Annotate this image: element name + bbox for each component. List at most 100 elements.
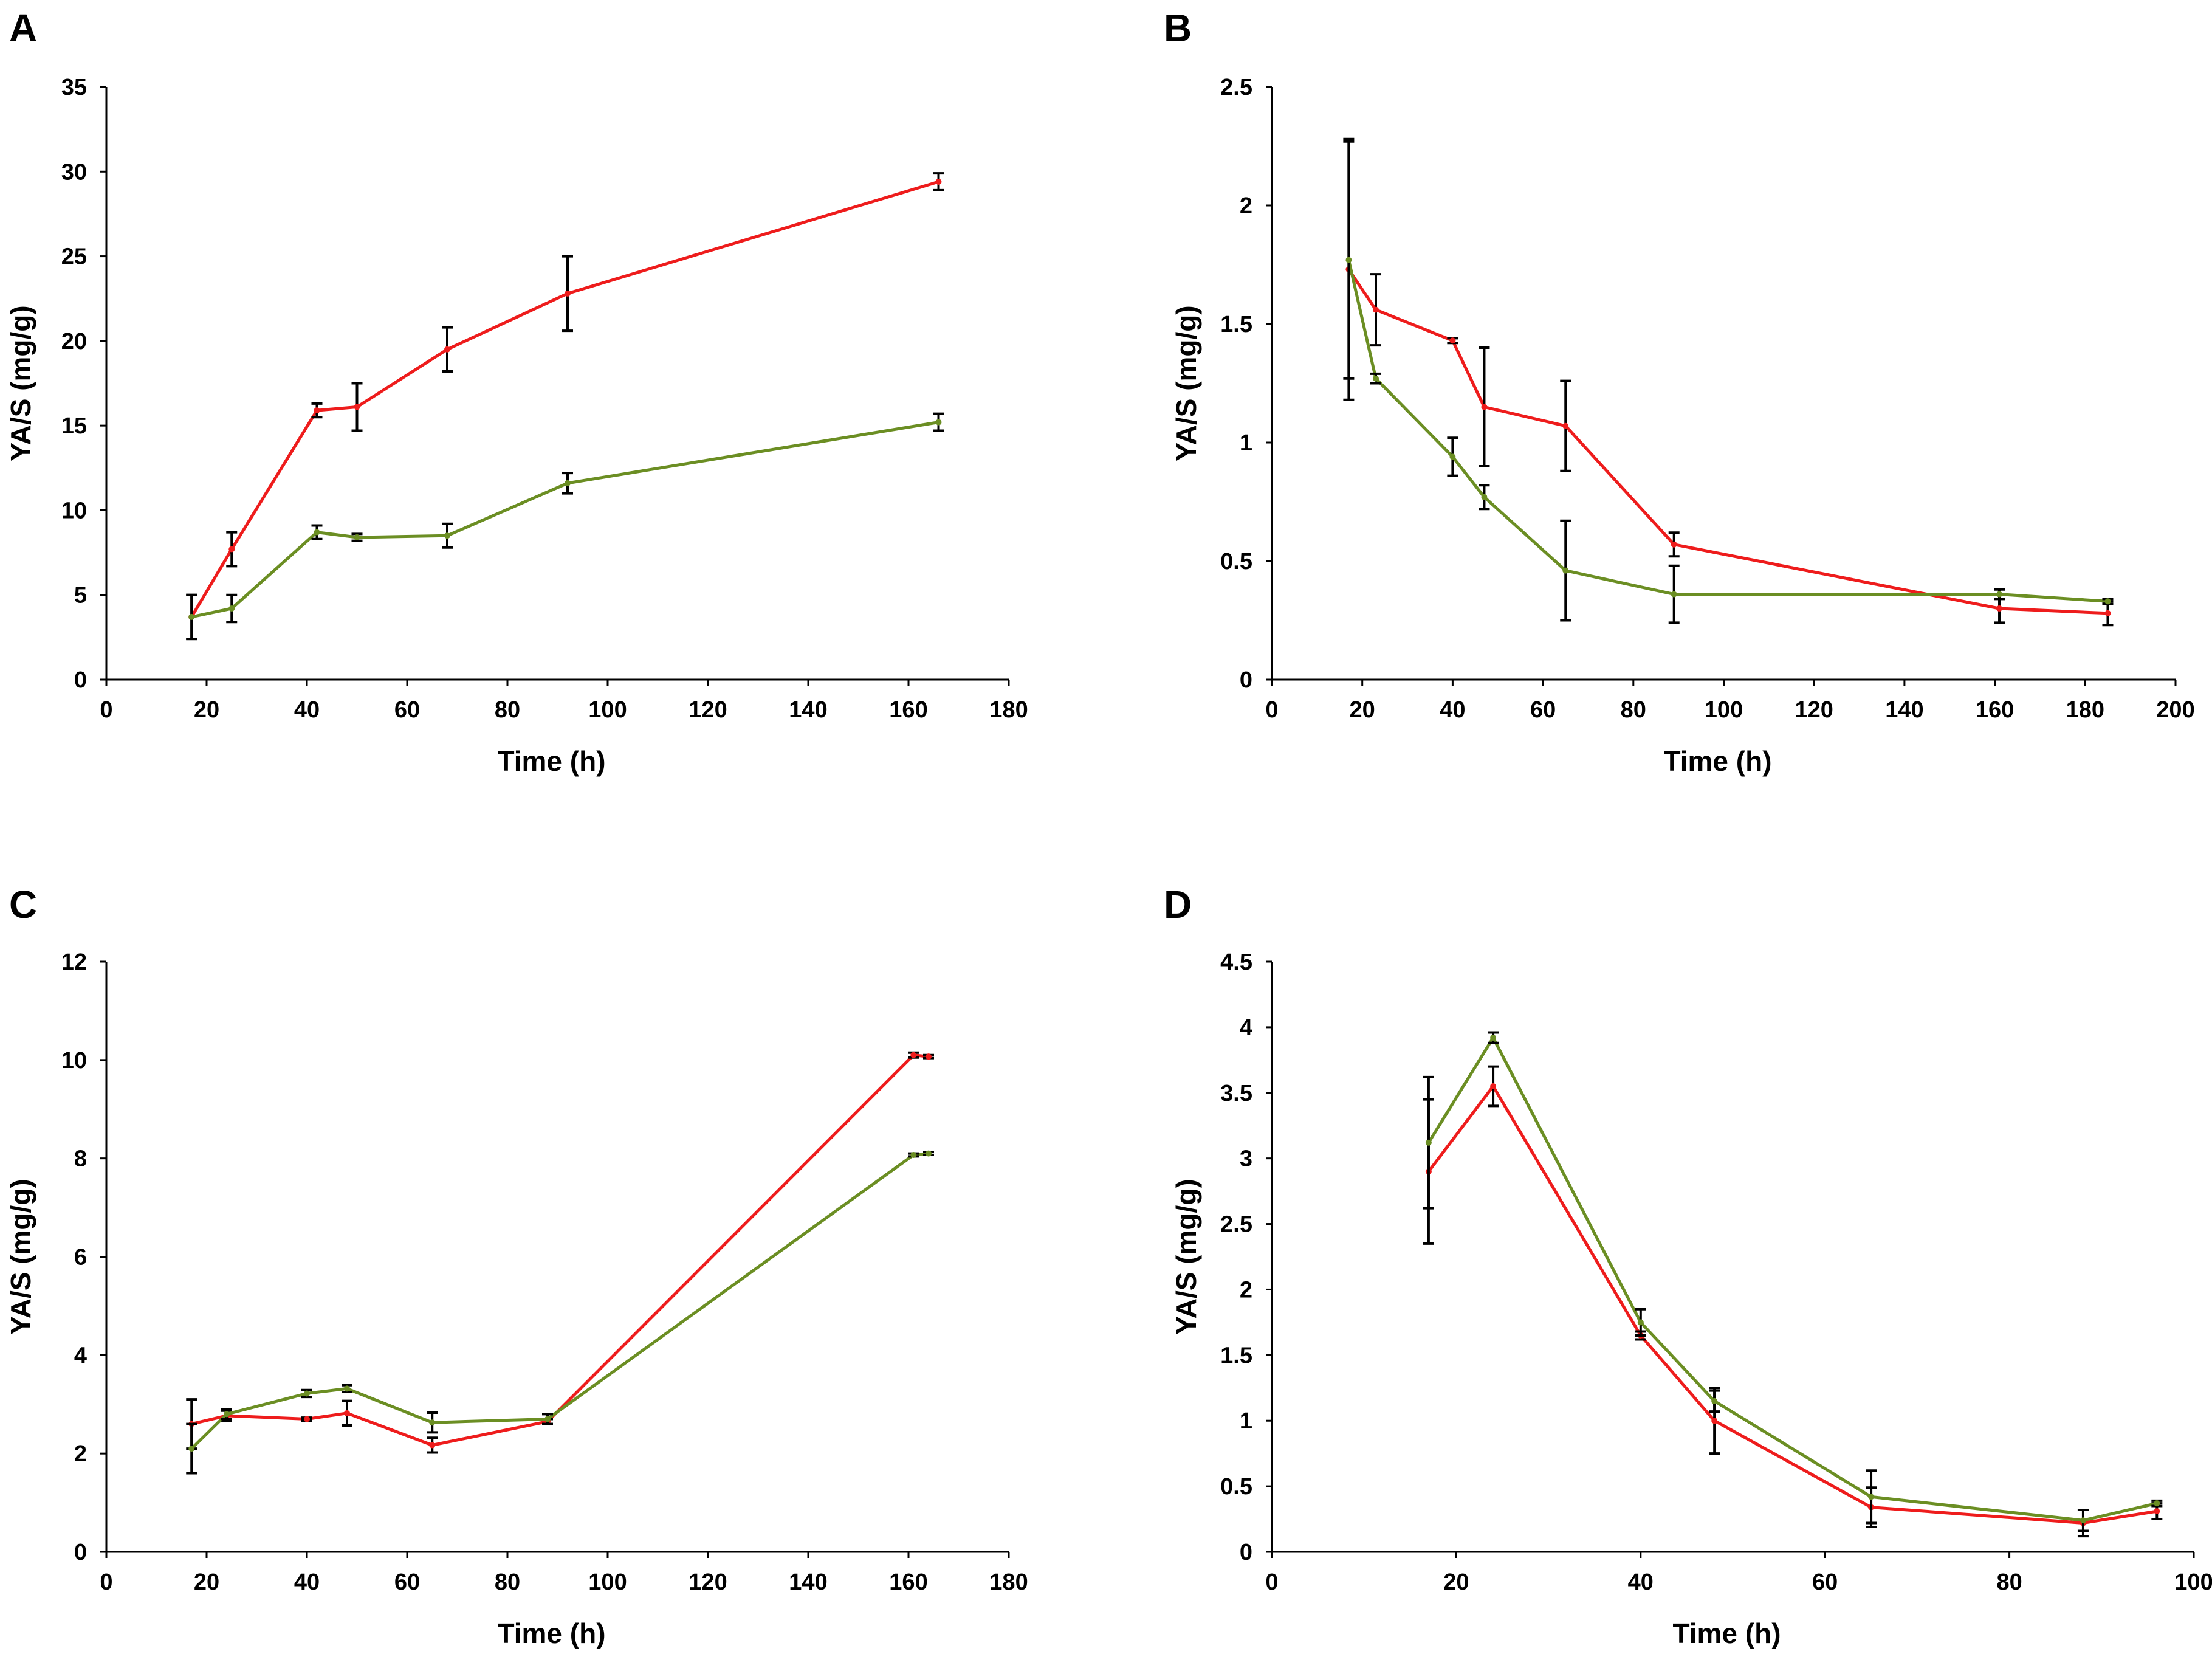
x-axis-title: Time (h) — [497, 745, 605, 777]
data-point — [926, 1150, 932, 1157]
x-tick-label: 60 — [1812, 1570, 1838, 1595]
series-line-green — [191, 421, 939, 619]
y-tick-label: 4 — [1240, 1015, 1252, 1041]
panel-label: A — [9, 6, 37, 50]
x-tick-label: 120 — [689, 1570, 727, 1595]
y-tick-label: 30 — [61, 159, 87, 185]
x-tick-label: 120 — [689, 697, 727, 723]
x-tick-label: 140 — [789, 1570, 827, 1595]
y-tick-label: 0 — [74, 667, 87, 693]
chart-panel-b: B 0 20 40 60 80 100 120 140 160 180 200 0 0.5 1 1.5 2 2.5… — [1164, 6, 2195, 777]
x-tick-label: 20 — [1443, 1570, 1469, 1595]
x-tick-label: 20 — [194, 1570, 219, 1595]
data-point — [1373, 306, 1379, 313]
y-tick-label: 35 — [61, 75, 87, 100]
y-tick-label: 2 — [1240, 1277, 1252, 1303]
y-tick-label: 4 — [74, 1343, 87, 1368]
data-point — [1637, 1319, 1644, 1326]
data-point — [444, 346, 450, 353]
y-tick-label: 10 — [61, 1048, 87, 1073]
x-tick-label: 40 — [1440, 697, 1465, 723]
data-point — [429, 1419, 436, 1426]
series-green — [1423, 1031, 2163, 1532]
x-tick-label: 140 — [789, 697, 827, 723]
panel-label: D — [1164, 883, 1192, 926]
data-point — [188, 1446, 195, 1452]
data-point — [304, 1416, 310, 1422]
x-tick-label: 40 — [294, 697, 320, 723]
data-point — [429, 1442, 436, 1449]
series-line-red — [1427, 1084, 2157, 1525]
data-point — [2104, 610, 2111, 616]
series-red — [186, 172, 944, 641]
series-line-red — [1347, 268, 2108, 615]
series-red — [186, 1051, 934, 1454]
x-axis-title: Time (h) — [1672, 1618, 1781, 1649]
x-tick-label: 60 — [1530, 697, 1556, 723]
x-tick-label: 100 — [588, 1570, 627, 1595]
y-tick-label: 25 — [61, 244, 87, 270]
y-tick-label: 2 — [1240, 193, 1252, 219]
y-tick-label: 1 — [1240, 430, 1252, 456]
series-line-red — [190, 180, 939, 618]
data-point — [2080, 1517, 2086, 1524]
data-point — [1481, 404, 1488, 410]
x-tick-label: 80 — [1996, 1570, 2022, 1595]
y-tick-label: 15 — [61, 413, 87, 439]
x-tick-label: 0 — [1265, 697, 1278, 723]
y-tick-label: 3 — [1240, 1146, 1252, 1172]
x-tick-label: 20 — [194, 697, 219, 723]
series-green — [1343, 140, 2114, 624]
x-tick-label: 160 — [889, 697, 927, 723]
data-point — [224, 1411, 230, 1418]
y-tick-label: 0 — [74, 1540, 87, 1565]
data-point — [1868, 1494, 1875, 1500]
data-point — [1345, 257, 1352, 263]
y-tick-label: 0.5 — [1220, 1474, 1252, 1500]
x-axis-title: Time (h) — [1663, 745, 1771, 777]
series-line-green — [1347, 260, 2108, 603]
data-point — [1996, 591, 2003, 598]
series-line-red — [191, 1053, 929, 1447]
data-point — [354, 534, 360, 540]
y-tick-label: 5 — [74, 583, 87, 608]
data-point — [2104, 598, 2111, 605]
series-red — [1423, 1065, 2163, 1538]
x-tick-label: 200 — [2156, 697, 2194, 723]
x-tick-label: 160 — [1976, 697, 2014, 723]
x-tick-label: 140 — [1885, 697, 1923, 723]
x-tick-label: 120 — [1795, 697, 1833, 723]
x-tick-label: 60 — [394, 697, 420, 723]
x-tick-label: 80 — [1621, 697, 1646, 723]
x-tick-label: 80 — [495, 1570, 520, 1595]
data-point — [1562, 422, 1569, 429]
data-point — [910, 1152, 917, 1159]
x-tick-label: 60 — [394, 1570, 420, 1595]
y-tick-label: 6 — [74, 1245, 87, 1270]
chart-panel-a: A 0 20 40 60 80 100 120 140 160 180 0 5 10 15 20 25 30 35 T… — [5, 6, 1028, 777]
data-point — [1425, 1139, 1432, 1146]
y-axis-title: YA/S (mg/g) — [5, 305, 36, 461]
x-tick-label: 0 — [100, 1570, 112, 1595]
y-tick-label: 0.5 — [1220, 549, 1252, 574]
y-tick-label: 4.5 — [1220, 949, 1252, 975]
x-tick-label: 160 — [889, 1570, 927, 1595]
x-tick-label: 100 — [2174, 1570, 2212, 1595]
series-green — [186, 412, 944, 641]
data-point — [228, 546, 235, 553]
data-point — [188, 613, 195, 620]
data-point — [1449, 337, 1456, 344]
data-point — [1671, 591, 1677, 598]
data-point — [926, 1053, 932, 1060]
data-point — [935, 179, 942, 185]
x-tick-label: 0 — [1265, 1570, 1278, 1595]
data-point — [2154, 1508, 2160, 1515]
data-point — [1711, 1418, 1718, 1424]
y-tick-label: 2.5 — [1220, 1212, 1252, 1238]
x-tick-label: 80 — [495, 697, 520, 723]
y-tick-label: 0 — [1240, 667, 1252, 693]
data-point — [1373, 375, 1379, 382]
data-point — [1490, 1083, 1497, 1089]
y-tick-label: 20 — [61, 329, 87, 354]
